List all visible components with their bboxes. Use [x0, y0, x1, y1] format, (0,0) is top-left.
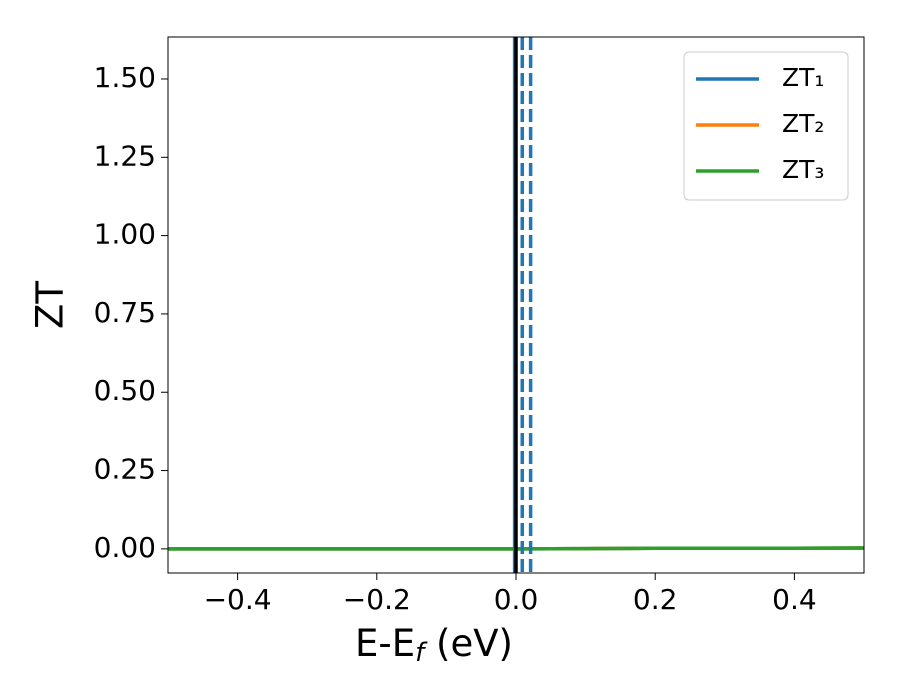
x-tick-label: 0.0: [494, 583, 539, 616]
x-axis-label: E-Ef (eV): [355, 622, 513, 668]
plot-frame: [167, 36, 865, 574]
y-tick-label: 1.00: [94, 218, 156, 251]
x-tick-label: 0.4: [772, 583, 817, 616]
x-label-part: (eV): [424, 622, 513, 665]
y-tick-label: 0.75: [94, 296, 156, 329]
x-tick-label: −0.4: [204, 583, 272, 616]
legend-label: ZT₁: [782, 63, 824, 92]
y-tick-label: 1.25: [94, 139, 156, 172]
x-label-part: E-E: [355, 622, 415, 665]
legend-label: ZT₃: [782, 155, 824, 184]
x-tick-label: −0.2: [343, 583, 411, 616]
y-tick-label: 0.50: [94, 374, 156, 407]
legend-box: [683, 51, 849, 201]
legend-label: ZT₂: [782, 109, 824, 138]
y-tick-label: 0.00: [94, 531, 156, 564]
y-tick-label: 1.50: [94, 61, 156, 94]
plot-area: [168, 37, 864, 573]
x-tick-label: 0.2: [633, 583, 678, 616]
y-axis-label: ZT: [29, 281, 72, 329]
y-tick-label: 0.25: [94, 453, 156, 486]
